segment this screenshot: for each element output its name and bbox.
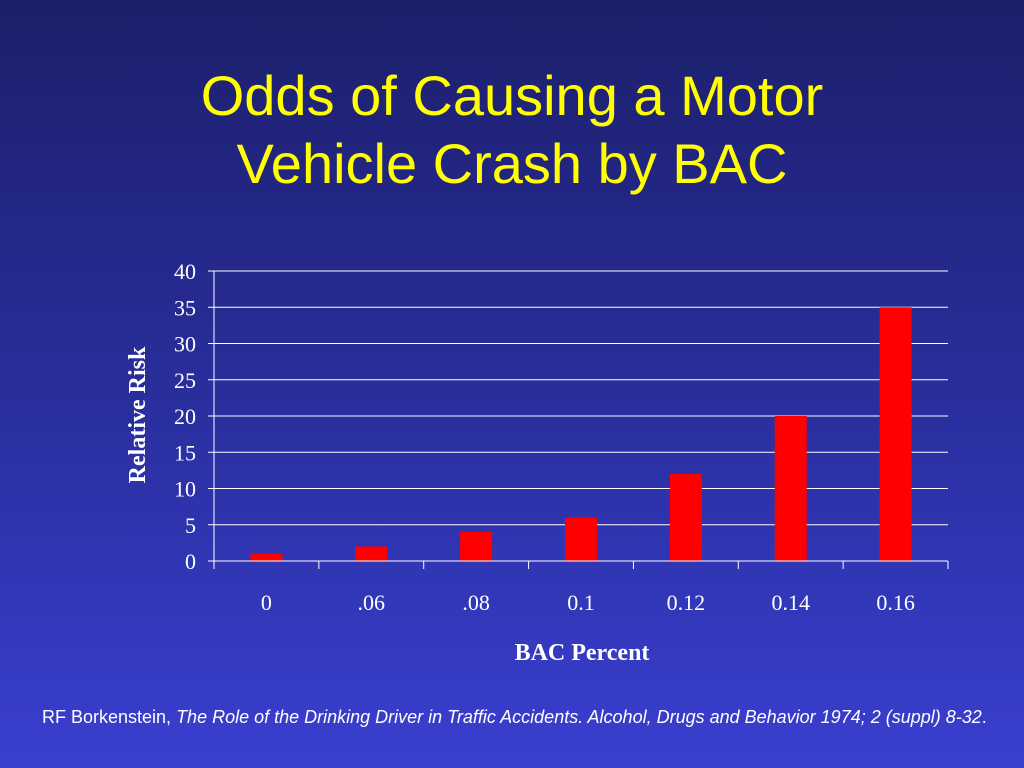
bar — [774, 416, 807, 561]
y-tick-labels: 0 5 10 15 20 25 30 35 40 — [174, 259, 214, 574]
citation-work: The Role of the Drinking Driver in Traff… — [176, 707, 982, 727]
y-tick-label: 5 — [185, 513, 196, 538]
x-tick-label: 0 — [261, 590, 272, 615]
x-tick-label: 0.1 — [567, 590, 595, 615]
y-tick-label: 40 — [174, 259, 196, 284]
x-tick-label: 0.14 — [771, 590, 810, 615]
x-tick-label: 0.12 — [667, 590, 706, 615]
slide-title: Odds of Causing a Motor Vehicle Crash by… — [0, 62, 1024, 198]
bar — [669, 474, 702, 561]
bar — [565, 517, 597, 561]
y-axis-label: Relative Risk — [125, 346, 151, 483]
x-axis — [213, 271, 949, 569]
bar — [460, 532, 493, 561]
citation-end: . — [981, 707, 987, 727]
x-axis-label: BAC Percent — [515, 640, 650, 666]
y-tick-label: 25 — [174, 368, 196, 393]
bar — [250, 553, 283, 561]
y-tick-label: 35 — [174, 295, 196, 320]
bar — [355, 546, 388, 561]
y-tick-label: 20 — [174, 404, 196, 429]
slide-title-line-2: Vehicle Crash by BAC — [236, 132, 788, 195]
x-tick-label: .06 — [358, 590, 386, 615]
bars — [250, 307, 912, 561]
citation-author: RF Borkenstein, — [42, 707, 177, 727]
x-tick-label: .08 — [462, 590, 490, 615]
gridlines — [214, 270, 948, 526]
y-tick-label: 0 — [185, 549, 196, 574]
bar — [879, 307, 912, 561]
y-tick-label: 30 — [174, 332, 196, 357]
slide-title-line-1: Odds of Causing a Motor — [200, 64, 824, 127]
x-tick-labels: 0 .06 .08 0.1 0.12 0.14 0.16 — [261, 590, 915, 615]
y-tick-label: 10 — [174, 477, 196, 502]
x-tick-label: 0.16 — [876, 590, 915, 615]
citation: RF Borkenstein, The Role of the Drinking… — [42, 704, 992, 731]
y-tick-label: 15 — [174, 440, 196, 465]
